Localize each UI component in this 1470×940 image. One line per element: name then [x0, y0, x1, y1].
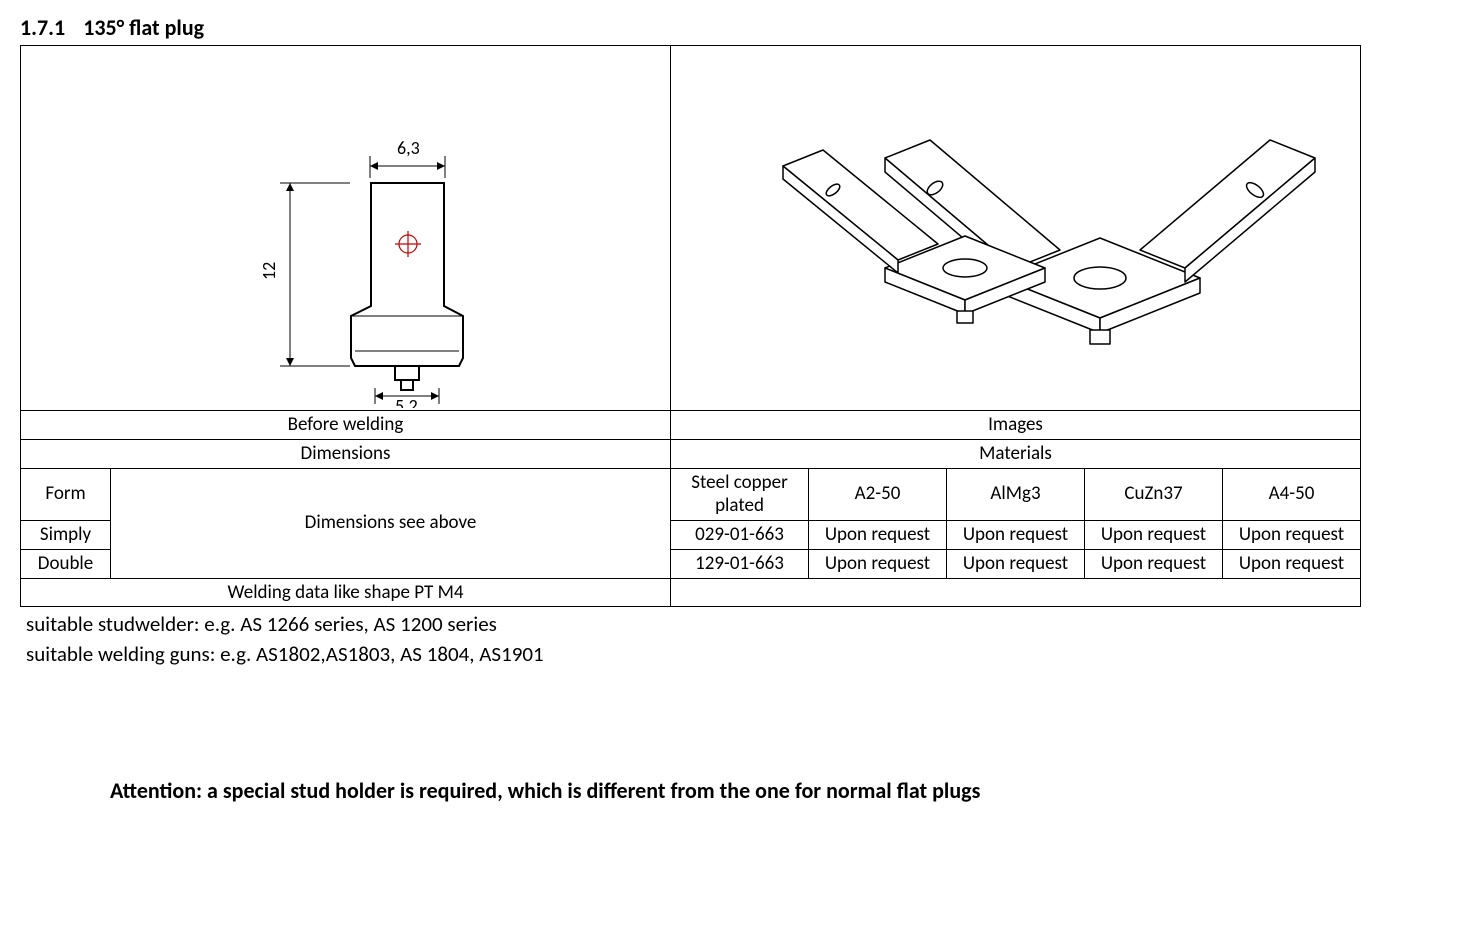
welding-note: Welding data like shape PT M4 — [21, 578, 671, 607]
simply-c4: Upon request — [1085, 521, 1223, 550]
materials-label: Materials — [671, 439, 1361, 468]
drawing-cell: 6,3 12 — [21, 46, 671, 411]
simply-c3: Upon request — [947, 521, 1085, 550]
dim-top: 6,3 — [397, 137, 420, 159]
section-heading: 1.7.1 135° flat plug — [20, 14, 1450, 41]
simply-c5: Upon request — [1223, 521, 1361, 550]
col-dims-note: Dimensions see above — [111, 468, 671, 578]
header-row: Form Dimensions see above Steel copper p… — [21, 468, 1361, 521]
simply-c2: Upon request — [809, 521, 947, 550]
label-row-2: Dimensions Materials — [21, 439, 1361, 468]
double-label: Double — [21, 549, 111, 578]
isometric-drawing — [675, 48, 1365, 408]
double-c1: 129-01-663 — [671, 549, 809, 578]
dim-base: 5,2 — [395, 395, 418, 408]
dim-height: 12 — [258, 262, 280, 280]
col-mat2: A2-50 — [809, 468, 947, 521]
col-mat1: Steel copper plated — [671, 468, 809, 521]
welding-note-row: Welding data like shape PT M4 — [21, 578, 1361, 607]
spec-table: 6,3 12 — [20, 45, 1361, 607]
col-mat5: A4-50 — [1223, 468, 1361, 521]
before-welding-label: Before welding — [21, 411, 671, 440]
technical-drawing: 6,3 12 — [25, 48, 675, 408]
section-title: 135° flat plug — [83, 14, 204, 41]
isometric-cell — [671, 46, 1361, 411]
label-row-1: Before welding Images — [21, 411, 1361, 440]
suitable-studwelder: suitable studwelder: e.g. AS 1266 series… — [26, 611, 1450, 637]
attention-note: Attention: a special stud holder is requ… — [110, 777, 1450, 804]
simply-label: Simply — [21, 521, 111, 550]
col-form: Form — [21, 468, 111, 521]
images-label: Images — [671, 411, 1361, 440]
simply-c1: 029-01-663 — [671, 521, 809, 550]
section-number: 1.7.1 — [20, 14, 65, 41]
double-c5: Upon request — [1223, 549, 1361, 578]
double-c3: Upon request — [947, 549, 1085, 578]
col-mat3: AlMg3 — [947, 468, 1085, 521]
welding-note-empty — [671, 578, 1361, 607]
double-c2: Upon request — [809, 549, 947, 578]
diagram-row: 6,3 12 — [21, 46, 1361, 411]
dimensions-label: Dimensions — [21, 439, 671, 468]
double-c4: Upon request — [1085, 549, 1223, 578]
suitable-guns: suitable welding guns: e.g. AS1802,AS180… — [26, 641, 1450, 667]
col-mat4: CuZn37 — [1085, 468, 1223, 521]
